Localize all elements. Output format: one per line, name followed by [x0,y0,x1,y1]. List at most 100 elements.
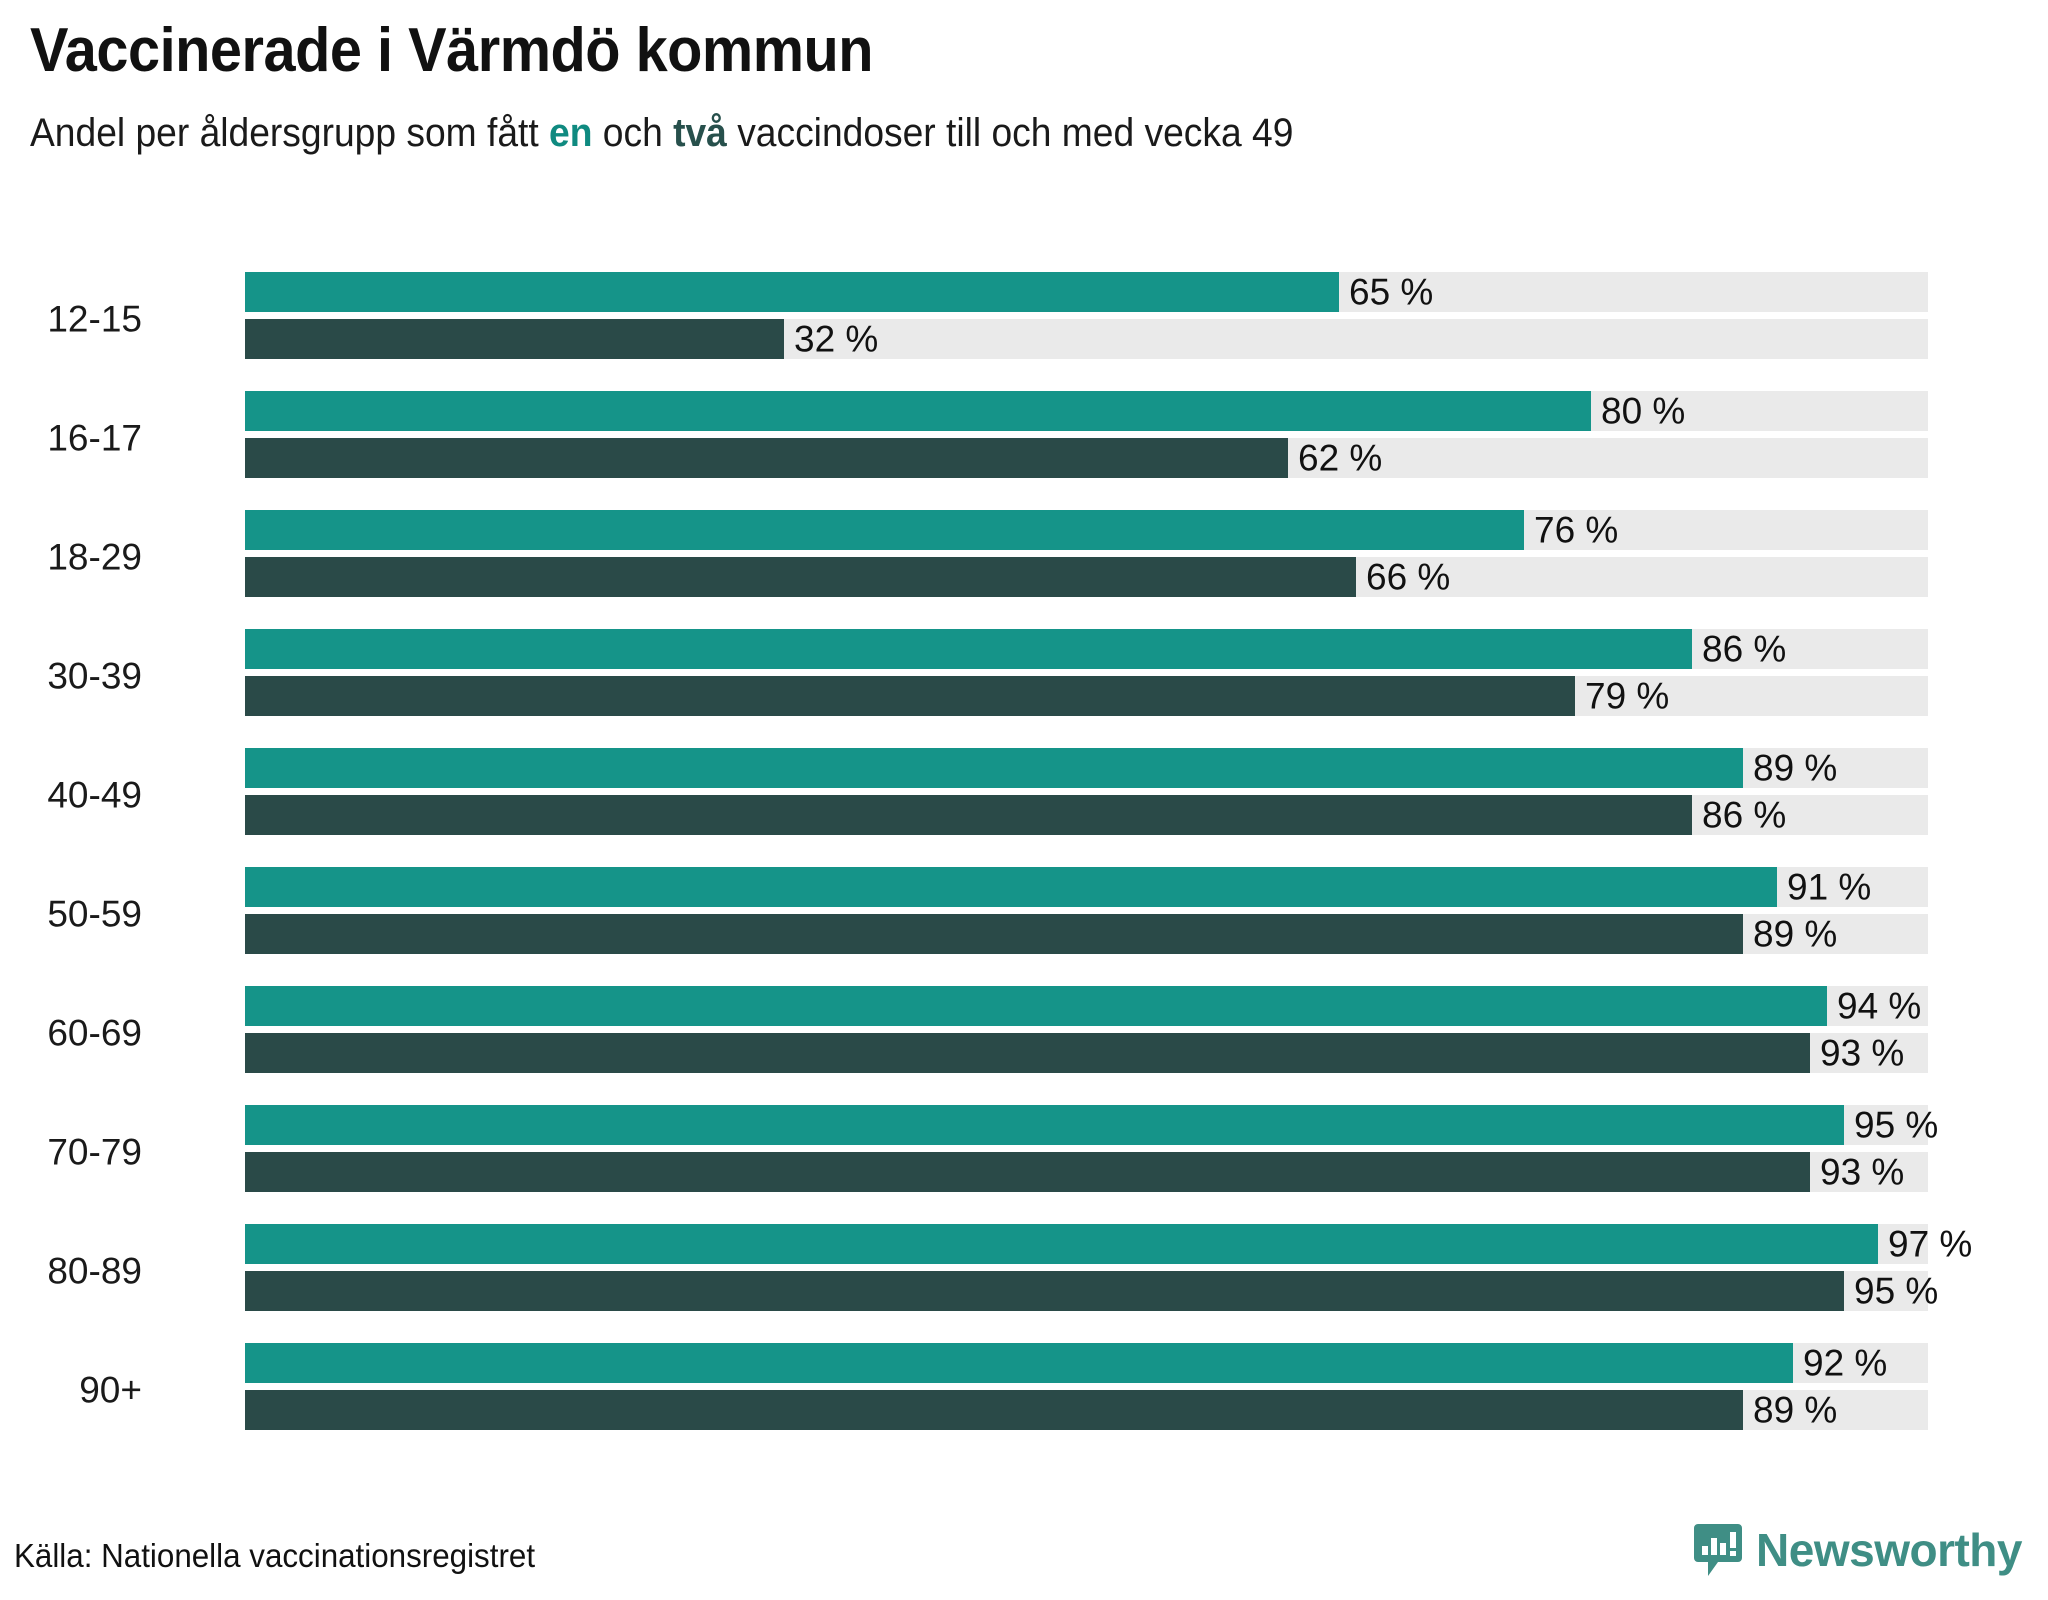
bar-dose1[interactable] [245,510,1524,550]
age-group-label: 90+ [79,1369,142,1411]
row-bars: 76 % 66 % [245,510,1928,604]
bar-track-dose2: 93 % [245,1152,1928,1192]
bar-dose2[interactable] [245,914,1743,954]
bar-value-label: 95 % [1854,1270,1939,1312]
chart-row: 18-29 76 % 66 % [0,510,2048,604]
subtitle-after: vaccindoser till och med vecka 49 [726,110,1294,155]
subtitle-before: Andel per åldersgrupp som fått [30,110,550,155]
subtitle-middle: och [592,110,674,155]
bar-dose1[interactable] [245,867,1777,907]
bar-track-dose1: 86 % [245,629,1928,669]
bar-track-dose2: 95 % [245,1271,1938,1311]
bar-value-label: 86 % [1702,628,1787,670]
row-bars: 80 % 62 % [245,391,1928,485]
chart-row: 30-39 86 % 79 % [0,629,2048,723]
bar-dose2[interactable] [245,1390,1743,1430]
age-group-label: 16-17 [47,417,142,459]
bar-track-dose1: 95 % [245,1105,1938,1145]
bar-value-label: 89 % [1753,747,1838,789]
bar-dose1[interactable] [245,748,1743,788]
bar-dose2[interactable] [245,319,784,359]
age-group-label: 80-89 [47,1250,142,1292]
subtitle-highlight-two-doses: två [673,110,727,155]
bar-dose1[interactable] [245,1343,1793,1383]
row-bars: 86 % 79 % [245,629,1928,723]
bar-value-label: 95 % [1854,1104,1939,1146]
bar-track-dose2: 32 % [245,319,1928,359]
age-group-label: 60-69 [47,1012,142,1054]
age-group-label: 18-29 [47,536,142,578]
chart-row: 80-89 97 % 95 % [0,1224,2048,1318]
bar-value-label: 76 % [1534,509,1619,551]
bar-value-label: 89 % [1753,913,1838,955]
bar-dose2[interactable] [245,795,1692,835]
chart-row: 70-79 95 % 93 % [0,1105,2048,1199]
newsworthy-bar-chart-bubble-icon [1692,1522,1744,1578]
bar-dose2[interactable] [245,438,1288,478]
bar-dose1[interactable] [245,1105,1844,1145]
row-bars: 95 % 93 % [245,1105,1938,1199]
age-group-label: 40-49 [47,774,142,816]
bar-dose2[interactable] [245,1271,1844,1311]
bar-track-dose2: 86 % [245,795,1928,835]
bar-track-dose1: 92 % [245,1343,1928,1383]
chart-footer: Källa: Nationella vaccinationsregistret … [0,1490,2048,1600]
bar-dose1[interactable] [245,391,1591,431]
row-bars: 91 % 89 % [245,867,1928,961]
bar-track-dose2: 62 % [245,438,1928,478]
row-bars: 97 % 95 % [245,1224,1972,1318]
bar-dose2[interactable] [245,1152,1810,1192]
bar-track-dose2: 93 % [245,1033,1928,1073]
age-group-label: 50-59 [47,893,142,935]
bar-track-dose1: 80 % [245,391,1928,431]
bar-dose1[interactable] [245,272,1339,312]
bar-chart-plot-area: 12-15 65 % 32 % 16-17 80 % 62 % 18-29 76 % 66 % 3… [0,272,2048,1462]
bar-value-label: 89 % [1753,1389,1838,1431]
bar-track-dose2: 89 % [245,1390,1928,1430]
age-group-label: 12-15 [47,298,142,340]
bar-track-dose2: 66 % [245,557,1928,597]
bar-dose1[interactable] [245,629,1692,669]
bar-value-label: 79 % [1585,675,1670,717]
bar-value-label: 66 % [1366,556,1451,598]
bar-value-label: 93 % [1820,1151,1905,1193]
bar-value-label: 91 % [1787,866,1872,908]
bar-track-dose2: 89 % [245,914,1928,954]
bar-value-label: 92 % [1803,1342,1888,1384]
bar-track-dose1: 76 % [245,510,1928,550]
row-bars: 94 % 93 % [245,986,1928,1080]
bar-dose2[interactable] [245,557,1356,597]
bar-track-dose2: 79 % [245,676,1928,716]
bar-value-label: 86 % [1702,794,1787,836]
bar-value-label: 32 % [794,318,879,360]
chart-row: 90+ 92 % 89 % [0,1343,2048,1437]
page-title: Vaccinerade i Värmdö kommun [30,16,874,85]
bar-value-label: 93 % [1820,1032,1905,1074]
chart-row: 40-49 89 % 86 % [0,748,2048,842]
bar-dose1[interactable] [245,986,1827,1026]
bar-value-label: 65 % [1349,271,1434,313]
chart-row: 50-59 91 % 89 % [0,867,2048,961]
bar-value-label: 80 % [1601,390,1686,432]
bar-dose2[interactable] [245,676,1575,716]
row-bars: 65 % 32 % [245,272,1928,366]
row-bars: 92 % 89 % [245,1343,1928,1437]
chart-subtitle: Andel per åldersgrupp som fått en och tv… [30,109,1879,157]
bar-dose2[interactable] [245,1033,1810,1073]
bar-value-label: 62 % [1298,437,1383,479]
chart-row: 16-17 80 % 62 % [0,391,2048,485]
chart-header: Vaccinerade i Värmdö kommun Andel per ål… [30,16,2018,157]
age-group-label: 70-79 [47,1131,142,1173]
bar-track-dose1: 94 % [245,986,1928,1026]
bar-value-label: 94 % [1837,985,1922,1027]
age-group-label: 30-39 [47,655,142,697]
chart-row: 12-15 65 % 32 % [0,272,2048,366]
chart-row: 60-69 94 % 93 % [0,986,2048,1080]
bar-dose1[interactable] [245,1224,1878,1264]
bar-track-dose1: 97 % [245,1224,1972,1264]
bar-track-dose1: 89 % [245,748,1928,788]
newsworthy-logo[interactable]: Newsworthy [1692,1522,2022,1578]
bar-value-label: 97 % [1888,1223,1973,1265]
bar-track-dose1: 65 % [245,272,1928,312]
